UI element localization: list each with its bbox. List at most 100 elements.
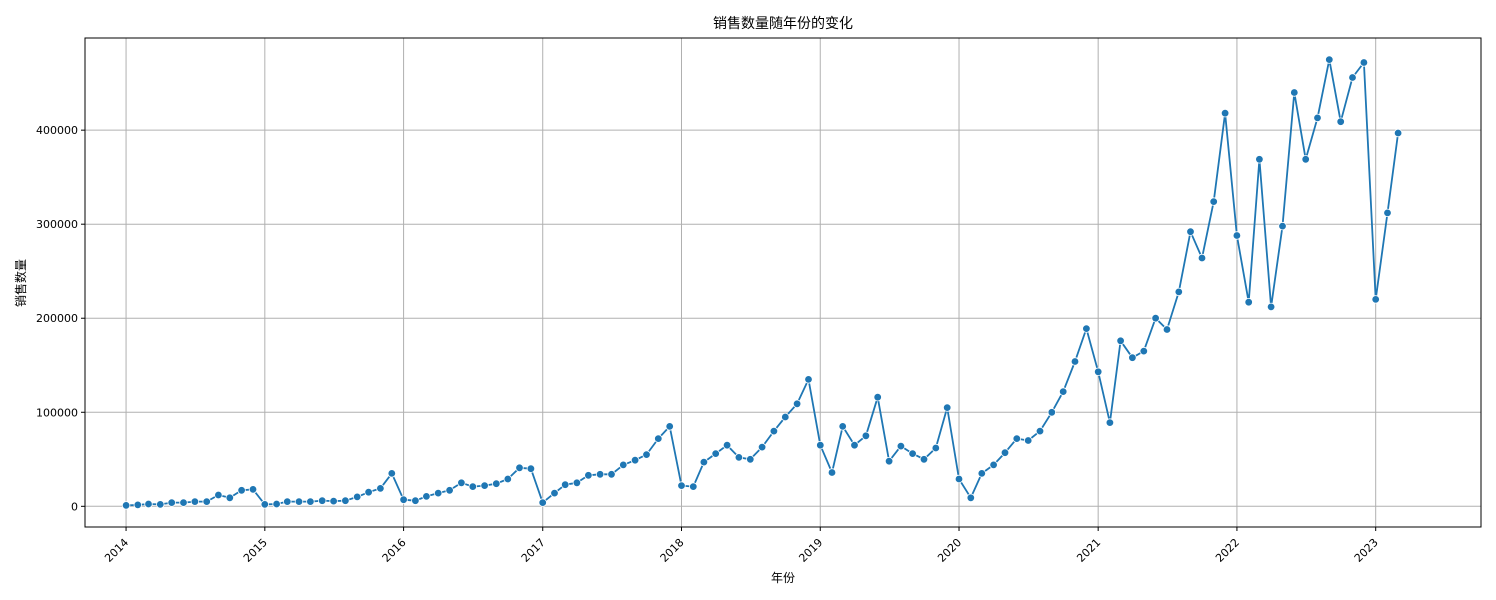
data-point: [1128, 353, 1137, 362]
data-point: [190, 497, 200, 506]
data-point: [121, 501, 131, 510]
data-point: [1232, 231, 1242, 240]
data-point: [1116, 336, 1125, 345]
data-point: [838, 422, 847, 431]
data-point: [364, 488, 373, 497]
data-point: [884, 457, 894, 466]
data-point: [329, 496, 338, 506]
data-point: [699, 457, 709, 467]
data-point: [642, 450, 651, 459]
data-point: [1255, 155, 1264, 164]
data-point: [1139, 346, 1148, 356]
data-point: [677, 481, 686, 490]
data-point: [1012, 434, 1021, 443]
data-point: [1383, 208, 1392, 218]
data-point: [1035, 426, 1045, 436]
chart-title: 销售数量随年份的变化: [713, 16, 853, 32]
data-point: [1371, 295, 1380, 304]
series-line: [126, 58, 1399, 507]
data-point: [1070, 357, 1080, 366]
data-point: [1313, 113, 1322, 123]
data-point: [1348, 73, 1357, 82]
x-ticks: 2014 2015 2016 2017 2018 2019 2020 2021 2022 2023: [102, 527, 1381, 565]
data-point: [665, 422, 674, 431]
data-point: [538, 498, 547, 507]
data-point: [167, 498, 176, 507]
data-point: [272, 499, 281, 509]
data-point: [977, 469, 986, 478]
data-point: [156, 500, 165, 509]
grid: [85, 38, 1481, 527]
data-point: [260, 500, 269, 509]
y-tick-label: 200000: [36, 312, 78, 325]
data-point: [711, 449, 720, 458]
data-point: [781, 412, 790, 422]
data-point: [457, 478, 466, 487]
data-point: [746, 455, 755, 464]
data-point: [908, 449, 917, 458]
data-point: [792, 399, 802, 408]
data-point: [179, 498, 188, 507]
x-tick-label: 2017: [519, 536, 548, 565]
data-point: [1174, 287, 1183, 297]
data-point: [816, 441, 825, 450]
data-point: [225, 493, 234, 502]
x-tick-label: 2014: [102, 536, 131, 565]
data-point: [630, 456, 640, 465]
data-point: [468, 482, 477, 491]
y-tick-label: 400000: [36, 124, 78, 137]
y-tick-label: 300000: [36, 218, 78, 231]
x-axis-title: 年份: [771, 571, 795, 585]
data-point: [595, 470, 605, 479]
data-point: [248, 485, 258, 494]
data-point: [757, 442, 767, 452]
data-point: [387, 469, 396, 478]
series-points: [121, 55, 1403, 510]
data-point: [1290, 88, 1299, 97]
data-point: [492, 479, 501, 488]
data-point: [1082, 324, 1091, 333]
data-point: [919, 455, 929, 464]
data-point: [689, 482, 698, 491]
data-point: [399, 495, 408, 504]
data-point: [804, 375, 813, 384]
x-tick-label: 2015: [241, 536, 270, 565]
y-ticks: 0 100000 200000 300000 400000: [36, 124, 85, 513]
data-point: [1301, 155, 1310, 164]
data-point: [411, 496, 420, 505]
data-point: [607, 470, 616, 479]
data-point: [445, 486, 454, 495]
data-point: [896, 441, 906, 451]
data-point: [550, 488, 559, 498]
data-point: [515, 463, 524, 472]
data-point: [1359, 58, 1369, 67]
data-point: [1336, 117, 1345, 126]
data-point: [966, 493, 975, 502]
data-point: [943, 403, 952, 412]
data-point: [1162, 325, 1172, 334]
x-tick-label: 2022: [1213, 536, 1242, 565]
data-point: [144, 499, 153, 509]
data-point: [1058, 387, 1068, 396]
data-point: [654, 434, 663, 443]
data-point: [1186, 227, 1195, 236]
x-tick-label: 2023: [1352, 536, 1381, 565]
data-point: [353, 492, 362, 502]
data-point: [873, 393, 882, 402]
data-point: [1266, 302, 1276, 312]
data-point: [584, 471, 593, 480]
data-point: [503, 474, 512, 484]
data-point: [1000, 448, 1010, 457]
data-point: [561, 480, 570, 489]
data-point: [294, 497, 304, 506]
data-point: [422, 492, 431, 501]
data-point: [734, 453, 744, 462]
data-point: [954, 474, 964, 484]
data-point: [827, 468, 837, 477]
data-point: [1209, 197, 1218, 206]
data-point: [1393, 128, 1403, 138]
data-point: [1151, 314, 1160, 323]
data-point: [202, 497, 211, 506]
data-point: [1047, 408, 1056, 417]
